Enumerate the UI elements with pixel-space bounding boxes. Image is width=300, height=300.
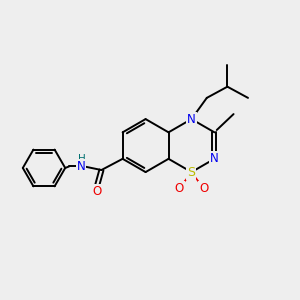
Text: O: O: [199, 182, 208, 195]
Text: H: H: [77, 154, 85, 164]
Text: N: N: [76, 160, 85, 173]
Text: N: N: [210, 152, 219, 165]
Text: O: O: [92, 185, 102, 198]
Text: N: N: [187, 112, 196, 126]
Text: S: S: [188, 166, 196, 178]
Text: O: O: [175, 182, 184, 195]
